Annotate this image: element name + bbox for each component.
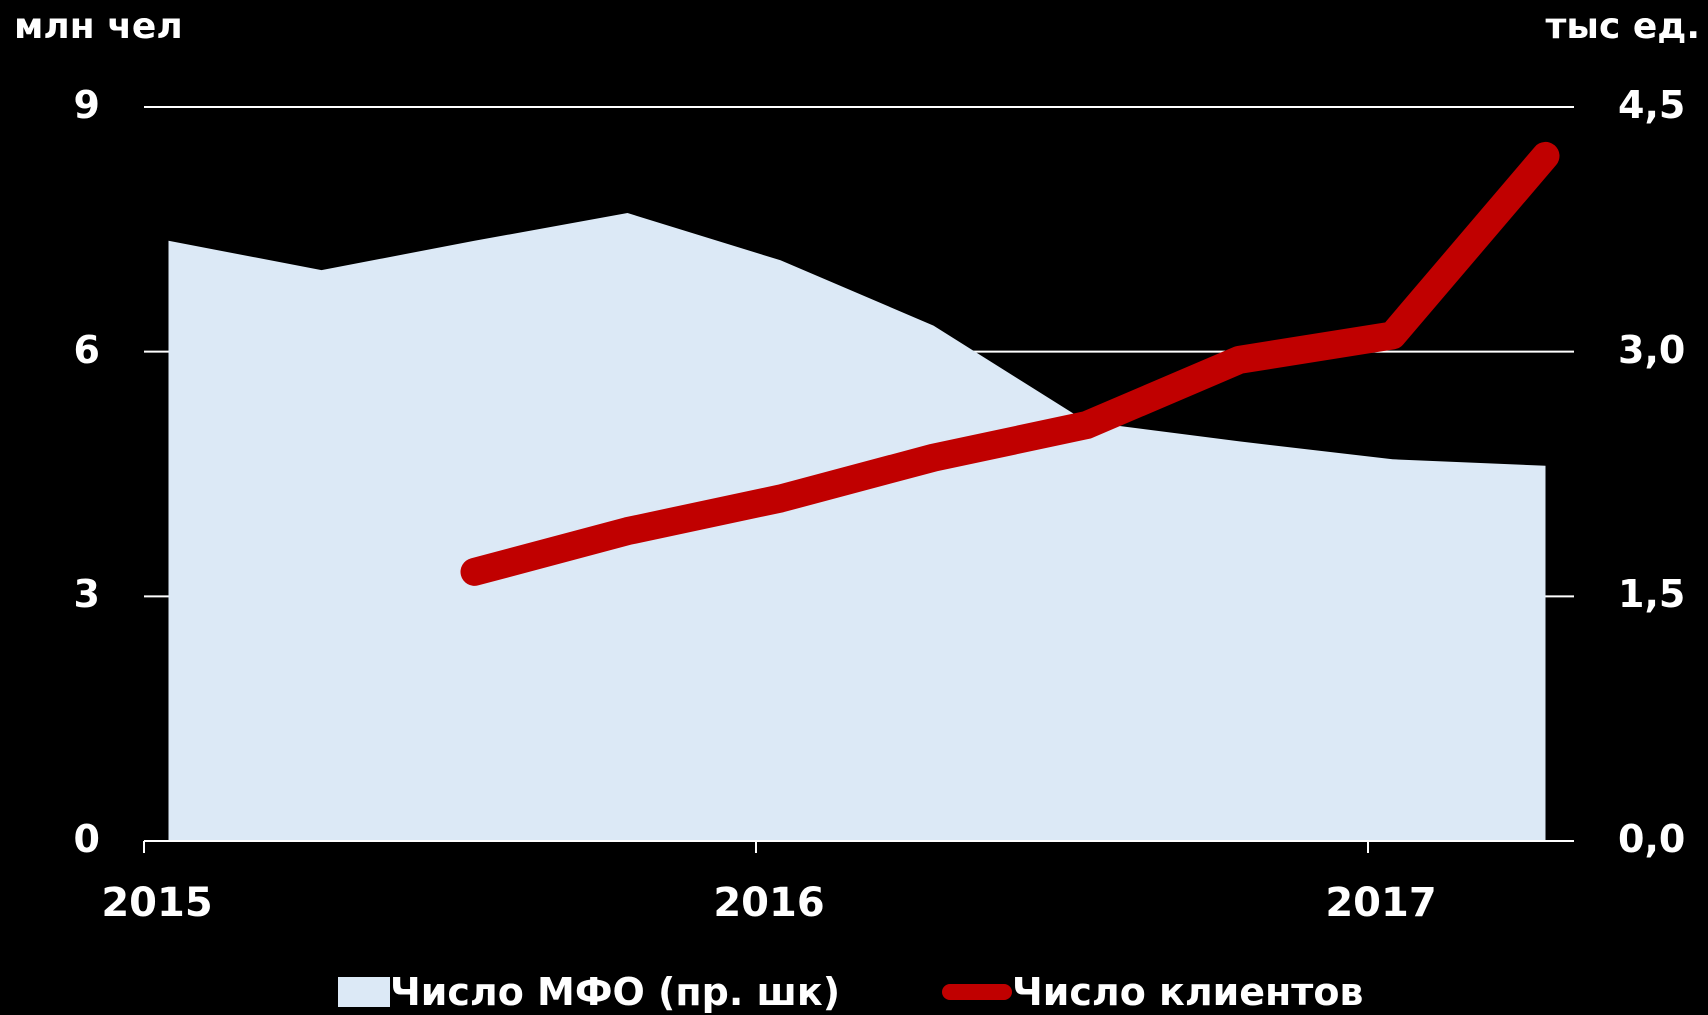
legend-swatch-area: [338, 977, 390, 1007]
left-tick-label: 9: [73, 83, 100, 127]
point-clients: [473, 570, 476, 573]
x-tick-label: 2017: [1325, 880, 1437, 926]
area-series: [168, 213, 1546, 841]
legend-label-mfo: Число МФО (пр. шк): [390, 970, 841, 1014]
point-clients: [779, 497, 782, 500]
left-tick-label: 0: [73, 817, 100, 861]
right-tick-label: 3,0: [1618, 327, 1686, 372]
legend-item-mfo: Число МФО (пр. шк): [338, 970, 840, 1014]
point-clients: [1544, 154, 1547, 157]
left-axis-unit: млн чел: [14, 6, 183, 47]
legend-label-clients: Число клиентов: [1012, 970, 1364, 1014]
legend: Число МФО (пр. шк) Число клиентов: [0, 970, 1708, 1014]
legend-item-clients: Число клиентов: [942, 970, 1363, 1014]
point-clients: [1391, 334, 1394, 337]
area-fill-mfo: [168, 213, 1546, 841]
line-series: [460, 141, 1560, 586]
left-tick-label: 6: [73, 327, 100, 372]
point-clients: [626, 530, 629, 533]
point-clients: [932, 456, 935, 459]
right-tick-label: 1,5: [1618, 572, 1686, 617]
right-axis-unit: тыс ед.: [1545, 6, 1700, 47]
point-clients: [1238, 358, 1241, 361]
x-axis: [143, 840, 1574, 853]
x-tick-label: 2015: [101, 880, 213, 926]
x-tick-label: 2016: [713, 880, 825, 926]
right-tick-label: 0,0: [1618, 817, 1686, 861]
line-clients: [460, 141, 1560, 586]
legend-swatch-line: [942, 984, 1012, 1000]
right-tick-label: 4,5: [1618, 83, 1686, 127]
left-tick-label: 3: [73, 572, 100, 617]
point-clients: [1085, 424, 1088, 427]
